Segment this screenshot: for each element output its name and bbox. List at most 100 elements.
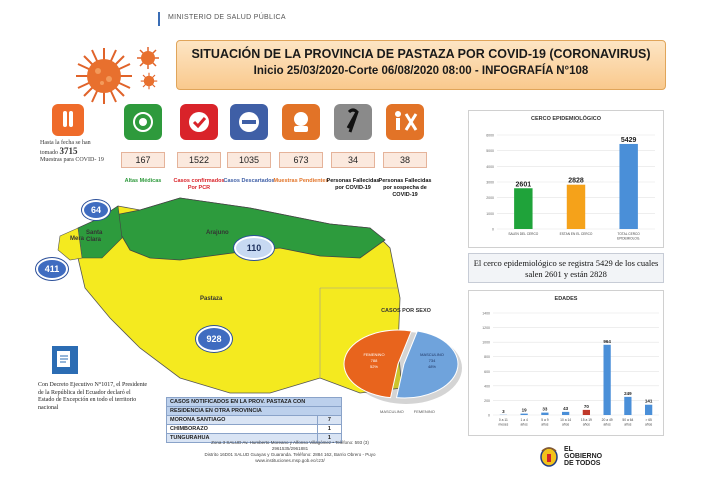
bar [561,411,570,415]
table-cell-count: 7 [316,415,343,425]
map-count-bubble: 928 [196,326,232,352]
ministry-logo-bar [158,12,160,26]
map-count-bubble: 64 [82,200,110,220]
logo-line: DE TODOS [564,459,601,467]
y-tick-label: 0 [488,414,490,418]
category-label: meses [499,423,509,427]
samples-suffix: Muestras para COVID- 19 [40,157,104,163]
category-label: años [541,423,549,427]
pie-slice-female [343,329,413,399]
y-tick-label: 3000 [486,181,494,185]
date-range-subtitle: Inicio 25/03/2020-Corte 06/08/2020 08:00… [253,65,589,77]
y-tick-label: 600 [484,370,490,374]
footer-contact: Zona 3 SALUD Av. Humberto Moreano y Alfo… [190,440,390,464]
bar-value-label: 2828 [568,178,584,185]
pie-pct-female: 52% [370,364,378,369]
government-logo: EL GOBIERNO DE TODOS [538,445,602,467]
bar [514,188,533,229]
persons-cross-icon [386,104,424,140]
category-label: EPIDEMIOLOG. [617,237,640,241]
stat-label: Personas Fallecidas por sospecha de COVI… [378,178,432,198]
samples-count: 3715 [59,145,78,156]
bar [541,412,549,415]
legend-male: MASCULINO [380,409,404,414]
category-label: SALEN DEL CERCO [508,232,538,236]
map-label-pastaza: Pastaza [200,296,223,302]
category-label: años [562,423,570,427]
coronavirus-large-icon [76,48,132,104]
pie-slice-male [395,330,459,399]
ecuador-shield-icon [540,447,558,467]
decree-text: Con Decreto Ejecutivo N°1017, el Preside… [38,382,148,411]
stat-label: Personas Fallecidas por COVID-19 [326,178,380,191]
category-label: 0 a 11 [499,418,508,422]
stat-value: 673 [279,152,323,168]
stat-value: 1035 [227,152,271,168]
table-header-line2: RESIDENCIA EN OTRA PROVINCIA [166,406,342,416]
stat-value: 167 [121,152,165,168]
cerco-summary: El cerco epidemiológico se registra 5429… [468,253,664,283]
sex-chart-title: CASOS POR SEXO [381,308,431,314]
category-label: 1 a 4 [520,418,527,422]
cerco-chart-title: CERCO EPIDEMIOLÓGICO [531,116,601,122]
y-tick-label: 4000 [486,165,494,169]
map-label-santa-clara: Santa Clara [86,230,103,243]
pie-label-male: MASCULINO [420,352,444,357]
category-label: 50 a 64 [622,418,633,422]
residence-table: CASOS NOTIFICADOS EN LA PROV. PASTAZA CO… [166,397,343,443]
main-title: SITUACIÓN DE LA PROVINCIA DE PASTAZA POR… [191,47,651,61]
bar-value-label: 5429 [621,137,637,144]
sex-pie-chart: FEMENINO 788 52% MASCULINO 734 48% [343,329,462,404]
table-cell-province: MORONA SANTIAGO [166,415,318,425]
sex-chart-legend: MASCULINO FEMENINO [380,409,435,414]
category-label: TOTAL CERCO [618,232,641,236]
stat-label: Muestras Pendientes [273,178,329,184]
stat-value: 38 [383,152,427,168]
pie-value-male: 734 [429,358,436,363]
category-label: 10 a 14 [560,418,571,422]
y-tick-label: 200 [484,399,490,403]
cerco-bar-chart: 0 1000 2000 3000 4000 5000 6000 2601 SALEN DEL C… [486,134,655,241]
y-tick-label: 1400 [482,312,490,316]
table-row: CHIMBORAZO 1 [166,424,343,434]
category-label: años [604,423,612,427]
category-label: 15 a 19 [581,418,592,422]
category-label: 20 a 49 [602,418,613,422]
pie-label-female: FEMENINO [363,352,384,357]
category-label: 5 a 9 [541,418,548,422]
bar-value-label: 964 [603,339,611,344]
bar-value-label: 33 [542,407,548,412]
bar-value-label: 249 [624,391,632,396]
y-tick-label: 0 [492,228,494,232]
table-cell-count: 1 [316,433,343,443]
samples-prefix: Hasta la fecha se han tomado [40,140,91,156]
bar-value-label: 43 [563,406,569,411]
y-tick-label: 1000 [482,341,490,345]
map-count-bubble: 411 [36,258,68,280]
map-label-arajuno: Arajuno [206,230,229,236]
category-label: > 65 [645,418,652,422]
table-cell-count: 1 [316,424,343,434]
bar [619,143,638,229]
title-banner: SITUACIÓN DE LA PROVINCIA DE PASTAZA POR… [176,40,666,90]
ministry-name: MINISTERIO DE SALUD PÚBLICA [168,14,286,21]
map-label-mera: Mera [70,236,85,242]
coronavirus-small-icon [140,72,158,90]
pie-pct-male: 48% [428,364,436,369]
footer-link[interactable]: www.instituciones.msp.gob.ec/cz3/ [255,458,325,463]
decree-document-icon [52,346,78,374]
stat-label: Altas Médicas [124,178,162,184]
bar-value-label: 2601 [516,181,532,188]
category-label: años [521,423,529,427]
table-row: MORONA SANTIAGO 7 [166,415,343,425]
bar [520,413,528,415]
logo-line: EL [564,445,573,453]
category-label: años [624,423,632,427]
table-cell-province: CHIMBORAZO [166,424,318,434]
government-logo-text: EL GOBIERNO DE TODOS [564,446,602,467]
ages-chart-panel: EDADES 0 200 400 600 800 1000 1200 1400 3 0 a 11 m… [468,290,664,436]
stat-label: Casos confirmados Por PCR [173,178,225,191]
table-row: TUNGURAHUA 1 [166,433,343,443]
minus-icon [230,104,268,140]
